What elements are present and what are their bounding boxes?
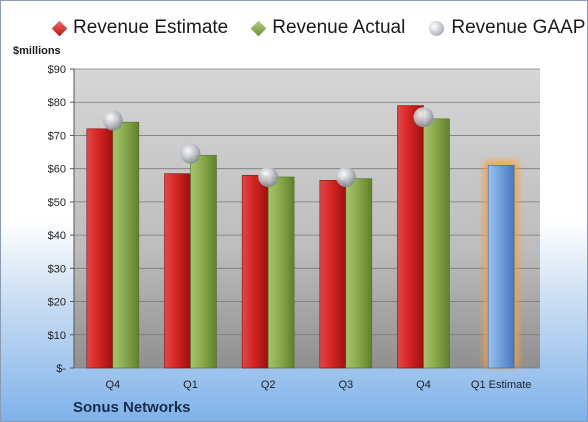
sphere-marker-icon	[429, 20, 445, 36]
x-tick-label: Q3	[338, 379, 353, 391]
legend-label-actual: Revenue Actual	[272, 17, 406, 38]
gaap-marker	[413, 107, 434, 128]
gaap-marker	[258, 166, 279, 187]
y-tick-label: $40	[48, 230, 66, 242]
y-tick-label: $50	[48, 197, 66, 209]
bar-estimate	[319, 179, 347, 369]
gaap-markers	[102, 107, 434, 187]
bar-actual	[267, 176, 295, 369]
bar-estimate	[86, 128, 114, 369]
bar-actual	[190, 155, 217, 369]
x-tick-label: Q1	[183, 379, 198, 391]
x-tick-label: Q2	[261, 379, 276, 391]
y-tick-label: $-	[56, 363, 66, 375]
y-tick-label: $80	[48, 97, 66, 109]
bar-estimate	[241, 175, 269, 369]
bar-forecast	[487, 165, 515, 369]
gridlines	[74, 68, 540, 369]
legend-item-estimate: Revenue Estimate	[51, 17, 229, 39]
x-tick-label: Q4	[416, 379, 431, 391]
gaap-marker	[180, 143, 201, 164]
legend-label-gaap: Revenue GAAP	[451, 17, 586, 38]
y-tick-label: $70	[48, 130, 66, 142]
bars	[86, 105, 520, 369]
y-tick-label: $60	[48, 164, 66, 176]
y-tick-label: $20	[48, 297, 66, 309]
legend-item-actual: Revenue Actual	[250, 17, 406, 39]
bar-actual	[423, 118, 450, 369]
y-tick-label: $10	[48, 330, 66, 342]
company-name: Sonus Networks	[73, 399, 191, 416]
bar-estimate	[164, 173, 191, 369]
bar-actual	[112, 121, 140, 369]
y-tick-label: $90	[48, 64, 66, 76]
green-swatch-icon	[250, 20, 267, 36]
x-tick-label: Q1 Estimate	[471, 379, 532, 391]
y-tick-label: $30	[48, 263, 66, 275]
legend-label-estimate: Revenue Estimate	[73, 17, 229, 38]
x-axis: Q4 Q1 Q2 Q3 Q4 Q1 Estimate	[105, 379, 531, 391]
x-tick-label: Q4	[105, 379, 120, 391]
y-axis: $- $10 $20 $30 $40 $50 $60 $70 $80 $90	[48, 64, 75, 375]
bar-estimate	[397, 105, 424, 369]
y-axis-label: $millions	[13, 45, 61, 57]
gaap-marker	[335, 166, 356, 187]
plot-area	[74, 69, 540, 368]
bar-actual	[345, 178, 373, 369]
legend: Revenue Estimate Revenue Actual Revenue …	[51, 17, 585, 39]
red-swatch-icon	[51, 20, 68, 36]
legend-item-gaap: Revenue GAAP	[429, 17, 585, 39]
gaap-marker	[102, 110, 123, 131]
